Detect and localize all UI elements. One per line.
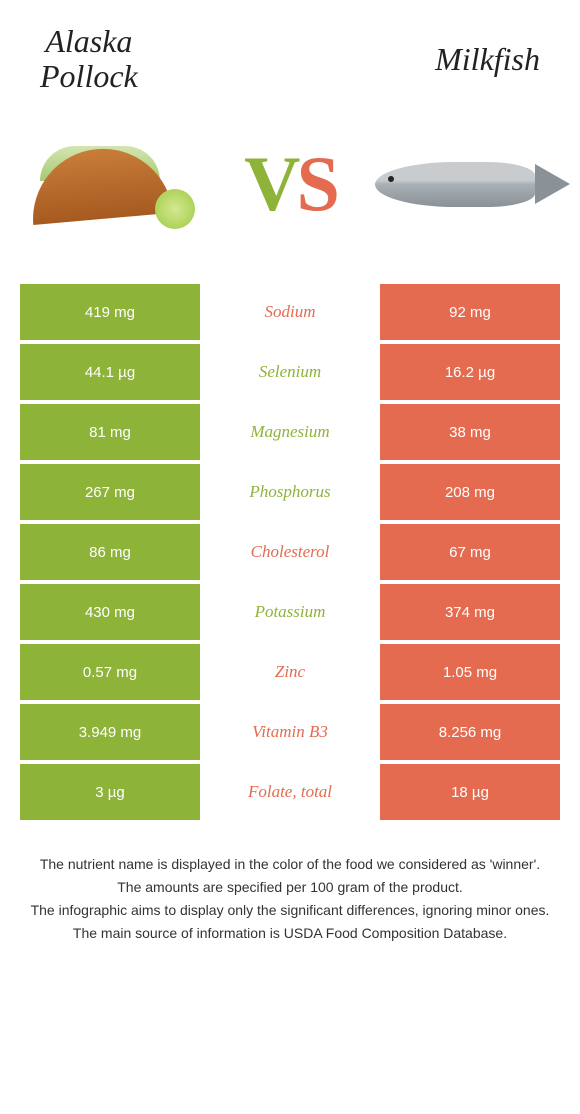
table-row: 419 mgSodium92 mg (20, 284, 560, 340)
table-row: 3.949 mgVitamin B38.256 mg (20, 704, 560, 760)
right-value: 92 mg (380, 284, 560, 340)
right-value: 1.05 mg (380, 644, 560, 700)
nutrient-label: Selenium (200, 344, 380, 400)
hero-images: VS (0, 104, 580, 284)
footer-line: The infographic aims to display only the… (20, 900, 560, 921)
table-row: 430 mgPotassium374 mg (20, 584, 560, 640)
table-row: 86 mgCholesterol67 mg (20, 524, 560, 580)
table-row: 267 mgPhosphorus208 mg (20, 464, 560, 520)
header: Alaska Pollock Milkfish (0, 0, 580, 104)
nutrient-label: Sodium (200, 284, 380, 340)
left-value: 3 µg (20, 764, 200, 820)
right-food-title: Milkfish (435, 42, 540, 77)
left-food-title: Alaska Pollock (40, 24, 138, 94)
right-value: 8.256 mg (380, 704, 560, 760)
vs-v: V (244, 140, 296, 227)
left-food-image (10, 124, 210, 244)
title-line: Alaska (40, 24, 138, 59)
nutrient-label: Vitamin B3 (200, 704, 380, 760)
nutrient-label: Cholesterol (200, 524, 380, 580)
left-value: 267 mg (20, 464, 200, 520)
table-row: 81 mgMagnesium38 mg (20, 404, 560, 460)
left-value: 3.949 mg (20, 704, 200, 760)
vs-label: VS (244, 139, 336, 229)
right-value: 208 mg (380, 464, 560, 520)
right-value: 38 mg (380, 404, 560, 460)
left-value: 0.57 mg (20, 644, 200, 700)
footer-line: The nutrient name is displayed in the co… (20, 854, 560, 875)
right-food-image (370, 124, 570, 244)
left-value: 44.1 µg (20, 344, 200, 400)
right-value: 18 µg (380, 764, 560, 820)
left-value: 86 mg (20, 524, 200, 580)
right-value: 374 mg (380, 584, 560, 640)
table-row: 44.1 µgSelenium16.2 µg (20, 344, 560, 400)
nutrient-label: Phosphorus (200, 464, 380, 520)
nutrient-label: Zinc (200, 644, 380, 700)
table-row: 0.57 mgZinc1.05 mg (20, 644, 560, 700)
vs-s: S (296, 140, 335, 227)
footer-notes: The nutrient name is displayed in the co… (0, 824, 580, 976)
taco-icon (20, 134, 200, 234)
nutrient-label: Magnesium (200, 404, 380, 460)
table-row: 3 µgFolate, total18 µg (20, 764, 560, 820)
left-value: 81 mg (20, 404, 200, 460)
comparison-table: 419 mgSodium92 mg44.1 µgSelenium16.2 µg8… (20, 284, 560, 820)
title-line: Pollock (40, 59, 138, 94)
nutrient-label: Potassium (200, 584, 380, 640)
fish-icon (370, 144, 570, 224)
nutrient-label: Folate, total (200, 764, 380, 820)
right-value: 67 mg (380, 524, 560, 580)
left-value: 430 mg (20, 584, 200, 640)
right-value: 16.2 µg (380, 344, 560, 400)
footer-line: The amounts are specified per 100 gram o… (20, 877, 560, 898)
footer-line: The main source of information is USDA F… (20, 923, 560, 944)
left-value: 419 mg (20, 284, 200, 340)
